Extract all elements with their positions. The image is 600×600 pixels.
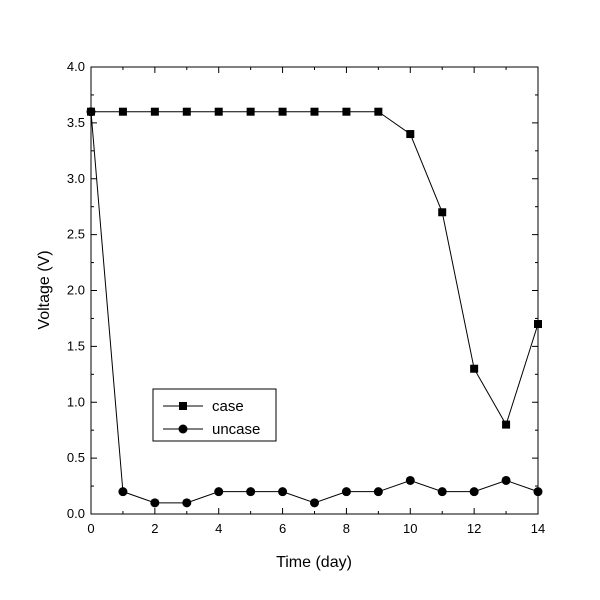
x-tick-label: 12 (467, 521, 481, 536)
series-line-uncase (90, 111, 539, 504)
x-tick-label: 10 (403, 521, 417, 536)
data-point-case (374, 107, 383, 116)
x-axis-title: Time (day) (276, 554, 352, 571)
data-point-uncase (405, 475, 415, 485)
data-point-uncase (341, 487, 351, 497)
y-axis-ticks: 0.0 0.5 1.0 1.5 2.0 2.5 3.0 3.5 4.0 (67, 59, 538, 521)
legend-uncase-label: uncase (212, 421, 260, 438)
x-tick-label: 2 (151, 521, 158, 536)
data-point-uncase (373, 487, 383, 497)
plot-frame (90, 66, 539, 515)
data-point-case (214, 107, 223, 116)
data-point-uncase (310, 498, 319, 508)
y-axis-title: Voltage (V) (36, 250, 53, 329)
data-point-uncase (214, 487, 224, 497)
data-point-uncase (533, 487, 543, 497)
data-point-uncase (182, 498, 192, 508)
x-tick-label: 14 (531, 521, 545, 536)
data-point-case (470, 364, 479, 373)
data-point-case (246, 107, 255, 116)
y-tick-label: 0.5 (67, 450, 85, 465)
x-tick-label: 6 (279, 521, 286, 536)
data-point-uncase (118, 487, 128, 497)
x-tick-label: 8 (343, 521, 350, 536)
y-tick-label: 4.0 (67, 59, 85, 74)
series-layer (86, 107, 543, 508)
data-point-case (534, 320, 542, 329)
data-point-uncase (86, 107, 96, 117)
series-line-case (91, 111, 539, 426)
x-tick-label: 0 (87, 521, 94, 536)
data-point-case (118, 107, 127, 116)
legend-case-label: case (212, 398, 244, 415)
data-point-case (182, 107, 191, 116)
data-point-case (342, 107, 351, 116)
data-point-uncase (150, 498, 160, 508)
data-point-case (438, 208, 447, 217)
data-point-case (310, 107, 319, 116)
data-point-case (502, 420, 511, 429)
legend: case uncase (152, 388, 277, 442)
y-tick-label: 1.0 (67, 394, 85, 409)
data-point-uncase (501, 475, 511, 485)
legend-box (152, 388, 277, 442)
x-axis-ticks: 0 2 4 6 8 10 12 14 (87, 67, 545, 536)
data-point-uncase (246, 487, 256, 497)
y-tick-label: 0.0 (67, 506, 85, 521)
legend-uncase-marker (178, 424, 188, 434)
y-tick-label: 2.0 (67, 283, 85, 298)
data-point-case (406, 130, 415, 139)
data-point-case (278, 107, 287, 116)
x-tick-label: 4 (215, 521, 222, 536)
y-tick-label: 3.5 (67, 115, 85, 130)
data-point-case (150, 107, 159, 116)
y-tick-label: 1.5 (67, 338, 85, 353)
y-tick-label: 3.0 (67, 171, 85, 186)
data-point-uncase (278, 487, 288, 497)
legend-case-marker (179, 402, 187, 410)
y-tick-label: 2.5 (67, 227, 85, 242)
data-point-uncase (437, 487, 447, 497)
data-point-uncase (469, 487, 479, 497)
